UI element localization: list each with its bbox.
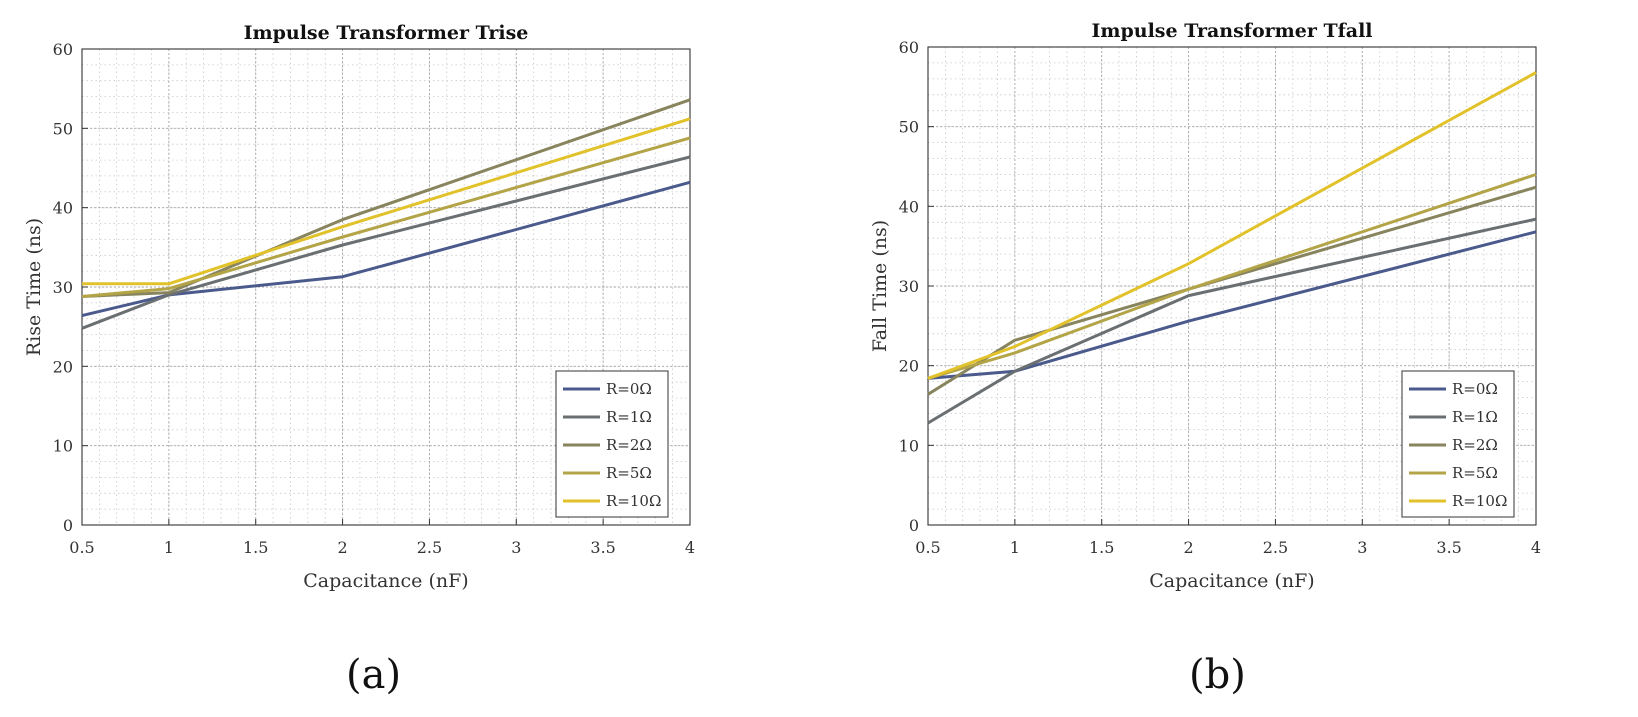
x-tick-label: 3.5 — [1436, 538, 1461, 557]
series-line-0 — [81, 180, 691, 318]
y-tick-label: 0 — [63, 516, 73, 535]
series-line-3 — [927, 173, 1537, 380]
x-tick-label: 3 — [1357, 538, 1367, 557]
legend: R=0Ω R=1Ω R=2Ω R=5Ω R=10Ω — [555, 370, 669, 518]
caption-a: (a) — [346, 652, 402, 698]
legend-label-0: R=0Ω — [606, 380, 652, 398]
series-line-4 — [82, 117, 691, 286]
x-tick-label: 0.5 — [915, 538, 940, 557]
x-tick-label: 1.5 — [243, 538, 268, 557]
chart-title: Impulse Transformer Trise — [244, 22, 529, 44]
legend-label-1: R=1Ω — [606, 408, 652, 426]
y-tick-label: 50 — [899, 118, 919, 137]
y-tick-label: 0 — [909, 516, 919, 535]
legend-label-3: R=5Ω — [606, 464, 652, 482]
y-tick-label: 50 — [53, 119, 73, 138]
y-tick-label: 40 — [899, 197, 919, 216]
series-line-2 — [927, 185, 1537, 396]
y-tick-label: 10 — [53, 437, 73, 456]
y-tick-label: 30 — [53, 278, 73, 297]
series-line-1 — [927, 217, 1537, 425]
x-tick-label: 1 — [1010, 538, 1020, 557]
x-tick-label: 2 — [337, 538, 347, 557]
legend-label-2: R=2Ω — [606, 436, 652, 454]
x-tick-label: 1 — [164, 538, 174, 557]
y-tick-label: 40 — [53, 199, 73, 218]
series-line-1 — [81, 155, 691, 330]
x-tick-label: 3.5 — [590, 538, 615, 557]
legend-label-1: R=1Ω — [1452, 408, 1498, 426]
y-tick-label: 20 — [899, 357, 919, 376]
chart-title: Impulse Transformer Tfall — [1091, 20, 1372, 42]
x-tick-label: 2.5 — [417, 538, 442, 557]
y-tick-label: 60 — [53, 40, 73, 59]
legend-label-0: R=0Ω — [1452, 380, 1498, 398]
y-tick-label: 30 — [899, 277, 919, 296]
caption-b: (b) — [1189, 652, 1246, 698]
x-tick-label: 2 — [1183, 538, 1193, 557]
series-line-3 — [81, 136, 691, 298]
legend-label-4: R=10Ω — [606, 492, 661, 510]
x-axis-label: Capacitance (nF) — [303, 570, 468, 592]
y-tick-label: 10 — [899, 436, 919, 455]
x-tick-label: 4 — [1531, 538, 1541, 557]
legend-label-4: R=10Ω — [1452, 492, 1507, 510]
y-tick-label: 20 — [53, 357, 73, 376]
x-axis-label: Capacitance (nF) — [1149, 570, 1314, 592]
legend-label-2: R=2Ω — [1452, 436, 1498, 454]
y-axis-label: Fall Time (ns) — [869, 220, 891, 352]
legend: R=0Ω R=1Ω R=2Ω R=5Ω R=10Ω — [1401, 370, 1515, 518]
chart-panel-b: 0.5 1 1.5 2 2.5 3 3.5 4 0 10 20 30 40 50 60 Impulse Tra… — [819, 0, 1638, 717]
x-tick-label: 2.5 — [1263, 538, 1288, 557]
y-tick-label: 60 — [899, 38, 919, 57]
chart-panel-a: 0.5 1 1.5 2 2.5 3 3.5 4 0 10 20 30 40 50 60 Impulse Tra… — [23, 22, 695, 698]
x-tick-label: 4 — [685, 538, 695, 557]
legend-label-3: R=5Ω — [1452, 464, 1498, 482]
series-line-0 — [927, 230, 1537, 380]
y-axis-label: Rise Time (ns) — [23, 218, 45, 356]
x-tick-label: 0.5 — [69, 538, 94, 557]
x-tick-label: 3 — [511, 538, 521, 557]
series-line-4 — [927, 71, 1537, 380]
x-tick-label: 1.5 — [1089, 538, 1114, 557]
